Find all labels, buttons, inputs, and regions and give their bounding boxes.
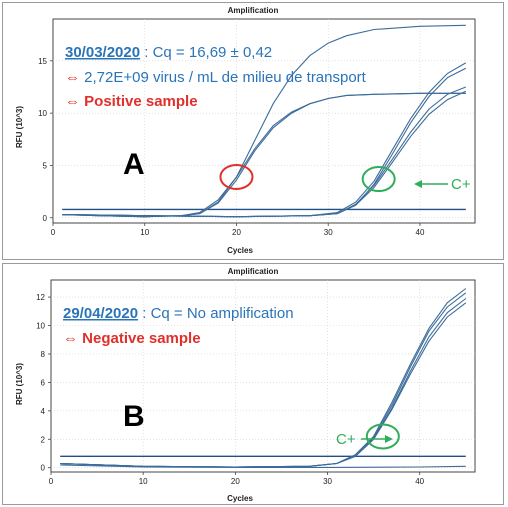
annotation-quantity: 2,72E+09 virus / mL de milieu de transpo… [80,69,367,86]
x-tick-label: 30 [323,477,332,486]
x-tick-label: 20 [232,228,241,237]
amplification-chart-a: Amplification 0 10 20 30 40 0 5 10 15 Cycles RFU… [15,6,476,255]
control-arrow-icon [414,180,422,188]
x-axis-label: Cycles [227,494,253,503]
x-axis-label: Cycles [227,246,253,255]
y-tick-label: 6 [41,378,46,387]
y-tick-label: 10 [38,109,47,118]
x-tick-label: 30 [324,228,333,237]
panel-letter-b: B [123,400,145,433]
x-tick-label: 40 [416,228,425,237]
annotation-line-3: ⇔ Positive sample [65,93,198,110]
amplification-curve-7 [62,90,467,218]
x-tick-label: 20 [231,477,240,486]
red-highlight-circle [219,163,254,190]
equivalence-arrow-icon: ⇔ [65,69,80,86]
y-tick-label: 4 [41,407,46,416]
x-tick-label: 40 [415,477,424,486]
control-label: C+ [336,431,356,448]
y-tick-label: 8 [41,350,46,359]
annotation-line-1: 29/04/2020 : Cq = No amplification [63,305,294,322]
y-tick-label: 12 [36,293,45,302]
chart-title: Amplification [228,267,279,276]
annotation-line-2: ⇔ 2,72E+09 virus / mL de milieu de trans… [65,69,367,86]
chart-panel-a: Amplification 0 10 20 30 40 0 5 10 15 Cycles RFU… [2,2,504,260]
annotation-cq: : Cq = No amplification [138,305,294,322]
annotation-date: 29/04/2020 [63,305,138,322]
y-tick-label: 15 [38,57,47,66]
amplification-curve-5 [60,464,466,468]
y-tick-label: 0 [43,214,48,223]
y-axis-label: RFU (10^3) [15,363,24,405]
chart-title: Amplification [228,6,279,15]
y-tick-label: 2 [41,435,46,444]
annotation-date: 30/03/2020 [65,44,140,61]
y-tick-label: 10 [36,322,45,331]
y-tick-label: 0 [41,464,46,473]
green-highlight-circle [361,166,396,193]
x-tick-label: 10 [139,477,148,486]
green-highlight-circle [365,423,400,450]
x-tick-label: 0 [51,228,56,237]
y-tick-label: 5 [43,161,48,170]
annotation-line-1: 30/03/2020 : Cq = 16,69 ± 0,42 [65,44,272,61]
equivalence-arrow-icon: ⇔ [65,93,80,110]
x-tick-label: 0 [49,477,54,486]
annotation-result: Positive sample [80,93,198,110]
annotation-cq: : Cq = 16,69 ± 0,42 [140,44,272,61]
control-label: C+ [451,176,471,193]
control-arrow-icon [385,435,393,443]
annotation-result: Negative sample [78,330,201,347]
y-axis-label: RFU (10^3) [15,106,24,148]
chart-panel-b: Amplification 0 10 20 30 40 0 2 4 6 8 10 12 Cycles … [2,263,504,505]
x-tick-label: 10 [140,228,149,237]
equivalence-arrow-icon: ⇔ [63,330,78,347]
panel-letter-a: A [123,148,145,181]
annotation-line-2: ⇔ Negative sample [63,330,201,347]
